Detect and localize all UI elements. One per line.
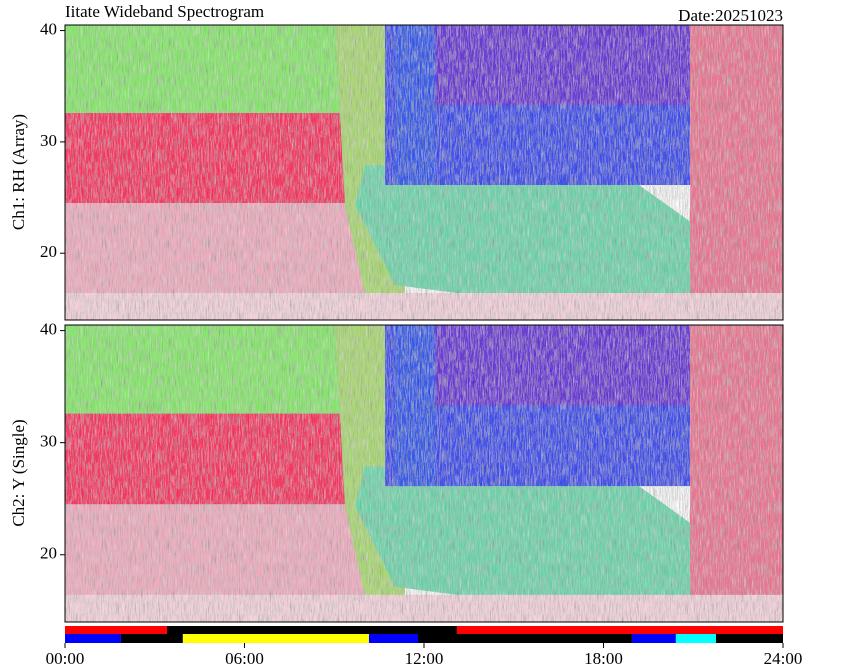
x-tick-label: 24:00 <box>764 649 803 668</box>
spectrogram-image <box>65 25 783 320</box>
panel-frame <box>64 24 784 321</box>
status-segment <box>631 634 676 643</box>
status-segment <box>715 634 783 643</box>
status-segment <box>182 634 369 643</box>
y-tick-label: 20 <box>40 242 57 261</box>
y-tick-label: 20 <box>40 544 57 563</box>
status-segment <box>418 634 632 643</box>
status-segment <box>368 634 419 643</box>
y-tick-label: 40 <box>40 19 57 38</box>
x-tick-label: 18:00 <box>584 649 623 668</box>
y-tick-label: 30 <box>40 432 57 451</box>
y-axis-label: Ch1: RH (Array) <box>9 114 28 230</box>
panel-frame <box>64 324 784 623</box>
status-segment <box>675 634 716 643</box>
spectrogram-image <box>65 325 783 622</box>
x-tick-label: 00:00 <box>46 649 85 668</box>
spectrogram-2 <box>65 325 783 622</box>
x-tick-label: 12:00 <box>405 649 444 668</box>
chart-title: Iitate Wideband Spectrogram <box>65 2 264 21</box>
status-segment <box>167 626 457 634</box>
y-axis-label: Ch2: Y (Single) <box>9 419 28 526</box>
y-tick-label: 30 <box>40 131 57 150</box>
status-segment <box>65 626 168 634</box>
date-label: Date:20251023 <box>678 6 783 25</box>
status-segment <box>65 634 121 643</box>
x-tick-label: 06:00 <box>225 649 264 668</box>
status-segment <box>456 626 783 634</box>
status-segment <box>120 634 183 643</box>
y-tick-label: 40 <box>40 320 57 339</box>
spectrogram-1 <box>65 25 783 320</box>
